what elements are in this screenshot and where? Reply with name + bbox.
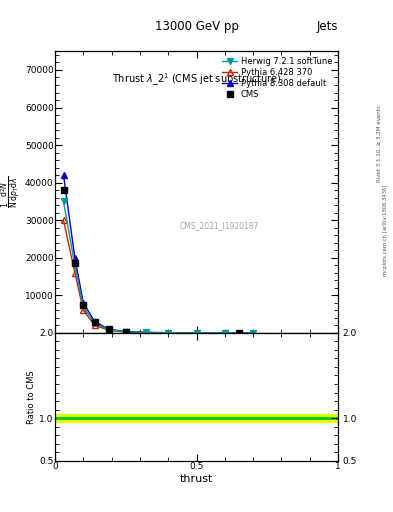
Pythia 6.428 370 [166, 330, 171, 336]
CMS [72, 260, 77, 266]
Pythia 8.308 default [61, 172, 66, 178]
Text: CMS_2021_I1920187: CMS_2021_I1920187 [180, 221, 259, 230]
Pythia 6.428 370 [194, 330, 199, 336]
Pythia 8.308 default [72, 254, 77, 261]
Pythia 6.428 370 [143, 329, 148, 335]
Pythia 8.308 default [194, 330, 199, 336]
Herwig 7.2.1 softTune [143, 329, 148, 335]
Herwig 7.2.1 softTune [61, 198, 66, 204]
Text: Jets: Jets [316, 20, 338, 33]
CMS [123, 329, 128, 335]
Pythia 8.308 default [123, 329, 128, 335]
Legend: Herwig 7.2.1 softTune, Pythia 6.428 370, Pythia 8.308 default, CMS: Herwig 7.2.1 softTune, Pythia 6.428 370,… [219, 54, 336, 102]
CMS [81, 302, 86, 308]
Herwig 7.2.1 softTune [251, 330, 255, 336]
Pythia 6.428 370 [123, 329, 128, 335]
Pythia 6.428 370 [72, 270, 77, 276]
Pythia 8.308 default [143, 329, 148, 335]
Pythia 8.308 default [166, 330, 171, 336]
Bar [55, 414, 338, 422]
Y-axis label: Ratio to CMS: Ratio to CMS [28, 370, 37, 423]
Herwig 7.2.1 softTune [123, 329, 128, 335]
Pythia 6.428 370 [251, 330, 255, 336]
CMS [237, 330, 241, 336]
Herwig 7.2.1 softTune [72, 262, 77, 268]
Text: 13000 GeV pp: 13000 GeV pp [154, 20, 239, 33]
CMS [61, 187, 66, 193]
Herwig 7.2.1 softTune [194, 330, 199, 336]
Herwig 7.2.1 softTune [166, 330, 171, 336]
Pythia 8.308 default [251, 330, 255, 336]
Pythia 6.428 370 [61, 217, 66, 223]
Text: Thrust $\lambda\_2^1$ (CMS jet substructure): Thrust $\lambda\_2^1$ (CMS jet substruct… [112, 71, 281, 88]
Pythia 8.308 default [81, 300, 86, 306]
Line: Herwig 7.2.1 softTune: Herwig 7.2.1 softTune [61, 199, 256, 335]
Y-axis label: $\frac{1}{\mathrm{N}}\frac{\mathrm{d}^2N}{\mathrm{d}p_T\mathrm{d}\lambda}$: $\frac{1}{\mathrm{N}}\frac{\mathrm{d}^2N… [0, 176, 22, 208]
Herwig 7.2.1 softTune [222, 330, 227, 336]
Line: CMS: CMS [61, 187, 242, 335]
Text: Rivet 3.1.10, ≥ 3.2M events: Rivet 3.1.10, ≥ 3.2M events [377, 105, 382, 182]
X-axis label: thrust: thrust [180, 474, 213, 484]
Pythia 6.428 370 [81, 307, 86, 313]
Pythia 6.428 370 [222, 330, 227, 336]
Pythia 8.308 default [222, 330, 227, 336]
CMS [92, 319, 97, 325]
Pythia 8.308 default [92, 318, 97, 325]
Pythia 6.428 370 [107, 327, 111, 333]
Text: mcplots.cern.ch [arXiv:1306.3436]: mcplots.cern.ch [arXiv:1306.3436] [383, 185, 387, 276]
Herwig 7.2.1 softTune [92, 321, 97, 327]
Pythia 6.428 370 [92, 322, 97, 328]
Herwig 7.2.1 softTune [107, 327, 111, 333]
Line: Pythia 6.428 370: Pythia 6.428 370 [61, 218, 256, 335]
CMS [107, 326, 111, 332]
Line: Pythia 8.308 default: Pythia 8.308 default [61, 173, 256, 335]
Pythia 8.308 default [107, 326, 111, 332]
Herwig 7.2.1 softTune [81, 304, 86, 310]
